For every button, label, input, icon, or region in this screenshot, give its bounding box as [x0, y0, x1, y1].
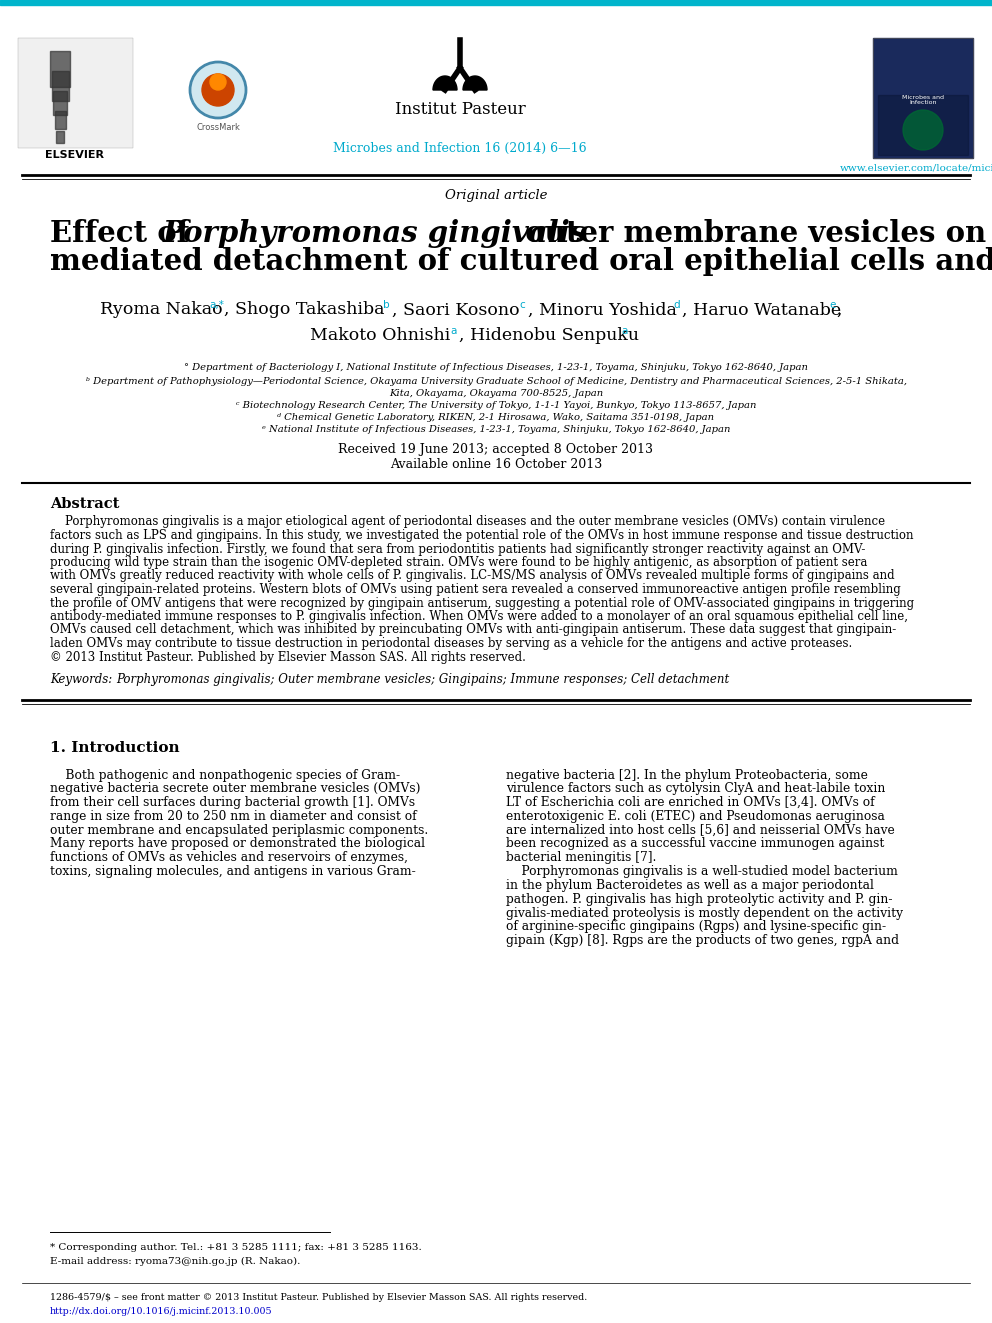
Text: outer membrane and encapsulated periplasmic components.: outer membrane and encapsulated periplas…	[50, 824, 429, 836]
Bar	[18, 38, 133, 148]
Text: functions of OMVs as vehicles and reservoirs of enzymes,: functions of OMVs as vehicles and reserv…	[50, 851, 408, 864]
Text: during P. gingivalis infection. Firstly, we found that sera from periodontitis p: during P. gingivalis infection. Firstly,…	[50, 542, 865, 556]
Bar	[55, 111, 66, 130]
Text: CrossMark: CrossMark	[196, 123, 240, 131]
Text: several gingipain-related proteins. Western blots of OMVs using patient sera rev: several gingipain-related proteins. West…	[50, 583, 901, 595]
Bar	[50, 52, 70, 87]
Text: the profile of OMV antigens that were recognized by gingipain antiserum, suggest: the profile of OMV antigens that were re…	[50, 597, 914, 610]
Text: * Corresponding author. Tel.: +81 3 5285 1111; fax: +81 3 5285 1163.: * Corresponding author. Tel.: +81 3 5285…	[50, 1244, 422, 1253]
Text: Kita, Okayama, Okayama 700-8525, Japan: Kita, Okayama, Okayama 700-8525, Japan	[389, 389, 603, 397]
Bar	[873, 38, 973, 157]
Text: outer membrane vesicles on gingipain-: outer membrane vesicles on gingipain-	[515, 218, 992, 247]
Text: enterotoxigenic E. coli (ETEC) and Pseudomonas aeruginosa: enterotoxigenic E. coli (ETEC) and Pseud…	[506, 810, 885, 823]
Text: www.elsevier.com/locate/micinf: www.elsevier.com/locate/micinf	[839, 164, 992, 172]
Text: Microbes and
Infection: Microbes and Infection	[902, 95, 944, 106]
Text: in the phylum Bacteroidetes as well as a major periodontal: in the phylum Bacteroidetes as well as a…	[506, 878, 874, 892]
Text: , Saori Kosono: , Saori Kosono	[392, 302, 520, 319]
Text: range in size from 20 to 250 nm in diameter and consist of: range in size from 20 to 250 nm in diame…	[50, 810, 417, 823]
Text: Original article: Original article	[444, 188, 548, 201]
Text: factors such as LPS and gingipains. In this study, we investigated the potential: factors such as LPS and gingipains. In t…	[50, 529, 914, 542]
Text: a: a	[450, 325, 456, 336]
Text: laden OMVs may contribute to tissue destruction in periodontal diseases by servi: laden OMVs may contribute to tissue dest…	[50, 636, 852, 650]
Text: Effect of: Effect of	[50, 218, 199, 247]
Text: © 2013 Institut Pasteur. Published by Elsevier Masson SAS. All rights reserved.: © 2013 Institut Pasteur. Published by El…	[50, 651, 526, 664]
Text: Institut Pasteur: Institut Pasteur	[395, 102, 526, 119]
Text: E-mail address: ryoma73@nih.go.jp (R. Nakao).: E-mail address: ryoma73@nih.go.jp (R. Na…	[50, 1257, 301, 1266]
Text: http://dx.doi.org/10.1016/j.micinf.2013.10.005: http://dx.doi.org/10.1016/j.micinf.2013.…	[50, 1307, 273, 1315]
Circle shape	[210, 74, 226, 90]
Text: Received 19 June 2013; accepted 8 October 2013: Received 19 June 2013; accepted 8 Octobe…	[338, 443, 654, 456]
Text: givalis-mediated proteolysis is mostly dependent on the activity: givalis-mediated proteolysis is mostly d…	[506, 906, 903, 919]
Text: , Minoru Yoshida: , Minoru Yoshida	[528, 302, 677, 319]
Text: a: a	[621, 325, 627, 336]
Text: e: e	[829, 300, 835, 310]
Text: a,*: a,*	[209, 300, 224, 310]
Text: toxins, signaling molecules, and antigens in various Gram-: toxins, signaling molecules, and antigen…	[50, 865, 416, 878]
Text: producing wild type strain than the isogenic OMV-depleted strain. OMVs were foun: producing wild type strain than the isog…	[50, 556, 867, 569]
Text: , Haruo Watanabe: , Haruo Watanabe	[682, 302, 841, 319]
Text: bacterial meningitis [7].: bacterial meningitis [7].	[506, 851, 657, 864]
Text: Both pathogenic and nonpathogenic species of Gram-: Both pathogenic and nonpathogenic specie…	[50, 769, 400, 782]
Text: ° Department of Bacteriology I, National Institute of Infectious Diseases, 1-23-: ° Department of Bacteriology I, National…	[184, 363, 808, 372]
Bar	[56, 131, 64, 143]
Text: Makoto Ohnishi: Makoto Ohnishi	[310, 328, 450, 344]
Text: Porphyromonas gingivalis is a well-studied model bacterium: Porphyromonas gingivalis is a well-studi…	[506, 865, 898, 878]
Text: been recognized as a successful vaccine immunogen against: been recognized as a successful vaccine …	[506, 837, 885, 851]
Text: Ryoma Nakao: Ryoma Nakao	[100, 302, 222, 319]
Text: LT of Escherichia coli are enriched in OMVs [3,4]. OMVs of: LT of Escherichia coli are enriched in O…	[506, 796, 875, 810]
Text: ᵈ Chemical Genetic Laboratory, RIKEN, 2-1 Hirosawa, Wako, Saitama 351-0198, Japa: ᵈ Chemical Genetic Laboratory, RIKEN, 2-…	[278, 413, 714, 422]
Text: antibody-mediated immune responses to P. gingivalis infection. When OMVs were ad: antibody-mediated immune responses to P.…	[50, 610, 908, 623]
Text: d: d	[673, 300, 680, 310]
Text: are internalized into host cells [5,6] and neisserial OMVs have: are internalized into host cells [5,6] a…	[506, 824, 895, 836]
Circle shape	[202, 74, 234, 106]
Text: Many reports have proposed or demonstrated the biological: Many reports have proposed or demonstrat…	[50, 837, 425, 851]
Text: from their cell surfaces during bacterial growth [1]. OMVs: from their cell surfaces during bacteria…	[50, 796, 415, 810]
Bar	[0, 0, 992, 5]
Text: Microbes and Infection 16 (2014) 6—16: Microbes and Infection 16 (2014) 6—16	[333, 142, 587, 155]
Text: ᵇ Department of Pathophysiology—Periodontal Science, Okayama University Graduate: ᵇ Department of Pathophysiology—Periodon…	[85, 377, 907, 385]
Text: ᵉ National Institute of Infectious Diseases, 1-23-1, Toyama, Shinjuku, Tokyo 162: ᵉ National Institute of Infectious Disea…	[262, 425, 730, 434]
Text: mediated detachment of cultured oral epithelial cells and immune responses: mediated detachment of cultured oral epi…	[50, 247, 992, 277]
Text: Porphyromonas gingivalis; Outer membrane vesicles; Gingipains; Immune responses;: Porphyromonas gingivalis; Outer membrane…	[116, 673, 729, 687]
Bar	[878, 95, 968, 155]
Text: negative bacteria secrete outer membrane vesicles (OMVs): negative bacteria secrete outer membrane…	[50, 782, 421, 795]
Bar	[873, 38, 973, 157]
Text: Available online 16 October 2013: Available online 16 October 2013	[390, 459, 602, 471]
Text: ELSEVIER: ELSEVIER	[46, 149, 104, 160]
Text: gipain (Kgp) [8]. Rgps are the products of two genes, rgpA and: gipain (Kgp) [8]. Rgps are the products …	[506, 934, 899, 947]
Bar	[53, 91, 67, 115]
Text: with OMVs greatly reduced reactivity with whole cells of P. gingivalis. LC-MS/MS: with OMVs greatly reduced reactivity wit…	[50, 569, 895, 582]
Text: ᶜ Biotechnology Research Center, The University of Tokyo, 1-1-1 Yayoi, Bunkyo, T: ᶜ Biotechnology Research Center, The Uni…	[236, 401, 756, 410]
Text: c: c	[519, 300, 525, 310]
Text: virulence factors such as cytolysin ClyA and heat-labile toxin: virulence factors such as cytolysin ClyA…	[506, 782, 886, 795]
Text: pathogen. P. gingivalis has high proteolytic activity and P. gin-: pathogen. P. gingivalis has high proteol…	[506, 893, 893, 906]
Text: b: b	[383, 300, 390, 310]
Text: , Hidenobu Senpuku: , Hidenobu Senpuku	[459, 328, 639, 344]
Text: Porphyromonas gingivalis: Porphyromonas gingivalis	[163, 218, 587, 247]
Text: Keywords:: Keywords:	[50, 673, 116, 687]
Text: negative bacteria [2]. In the phylum Proteobacteria, some: negative bacteria [2]. In the phylum Pro…	[506, 769, 868, 782]
Text: Abstract: Abstract	[50, 497, 119, 511]
Text: 1286-4579/$ – see front matter © 2013 Institut Pasteur. Published by Elsevier Ma: 1286-4579/$ – see front matter © 2013 In…	[50, 1293, 587, 1302]
Circle shape	[190, 62, 246, 118]
Polygon shape	[463, 75, 487, 90]
Text: Porphyromonas gingivalis is a major etiological agent of periodontal diseases an: Porphyromonas gingivalis is a major etio…	[50, 516, 885, 528]
Polygon shape	[433, 75, 457, 90]
Text: , Shogo Takashiba: , Shogo Takashiba	[224, 302, 385, 319]
Text: of arginine-specific gingipains (Rgps) and lysine-specific gin-: of arginine-specific gingipains (Rgps) a…	[506, 921, 886, 933]
Circle shape	[903, 110, 943, 149]
Text: ,: ,	[836, 302, 841, 319]
Text: 1. Introduction: 1. Introduction	[50, 741, 180, 755]
Bar	[52, 71, 69, 101]
Text: OMVs caused cell detachment, which was inhibited by preincubating OMVs with anti: OMVs caused cell detachment, which was i…	[50, 623, 896, 636]
